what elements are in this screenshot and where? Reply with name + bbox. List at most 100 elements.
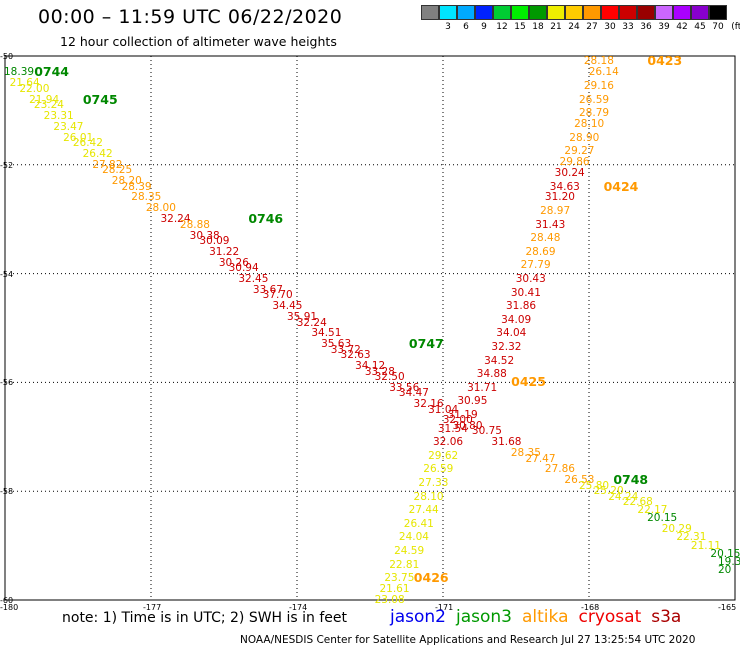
wave-height-label: 23.31 (43, 109, 74, 122)
wave-height-label: 28.88 (179, 218, 210, 231)
legend-swatch (601, 5, 619, 20)
wave-height-label: 27.47 (525, 452, 556, 465)
legend-swatch (709, 5, 727, 20)
wave-height-label: 27.33 (418, 477, 449, 490)
legend-label: 45 (694, 22, 706, 32)
legend-swatch (619, 5, 637, 20)
wave-height-label: 21.61 (379, 583, 410, 596)
wave-height-label: 28.10 (574, 118, 605, 130)
wave-height-label: 33.56 (389, 381, 420, 394)
legend-swatch (565, 5, 583, 20)
legend-label: 12 (496, 22, 508, 32)
wave-height-label: 28.35 (131, 191, 162, 204)
wave-height-label: 31.86 (506, 300, 537, 313)
wave-height-label: 34.47 (398, 387, 429, 400)
satellite-name-jason3: jason3 (456, 607, 512, 627)
wave-height-label: 22.17 (637, 504, 668, 517)
pass-time-label: 0745 (82, 91, 118, 107)
wave-height-label: 26.59 (579, 93, 610, 106)
lat-tick-label: -50 (0, 52, 14, 61)
wave-height-label: 34.12 (355, 360, 386, 373)
wave-height-label: 32.16 (413, 398, 444, 411)
wave-height-label: 29.86 (559, 156, 590, 169)
wave-height-label: 31.04 (428, 403, 459, 416)
map-plot: -50 -52 -54 -56 -58 -60 -180 -177 -174 -171 -168 -1… (0, 50, 740, 612)
wave-height-label: 28.69 (525, 245, 556, 258)
legend-swatch (439, 5, 457, 20)
legend-label: 70 (712, 22, 724, 32)
lon-tick-label: -177 (143, 603, 162, 612)
legend-label: 21 (550, 22, 562, 32)
wave-height-label: 30.26 (218, 256, 249, 269)
wave-height-label: 34.52 (484, 354, 515, 367)
wave-height-label: 28.20 (111, 175, 142, 188)
wave-height-label: 30.09 (199, 234, 230, 247)
footer-note: note: 1) Time is in UTC; 2) SWH is in fe… (62, 610, 348, 626)
legend-swatch (421, 5, 439, 20)
wave-height-label: 22.00 (19, 82, 50, 95)
map-frame (4, 55, 736, 601)
lon-tick-label: -180 (0, 603, 19, 612)
wave-height-label: 23.47 (53, 120, 84, 133)
wave-height-label: 21.64 (9, 77, 40, 90)
satellite-name-cryosat: cryosat (578, 607, 642, 627)
wave-height-label: 37.70 (262, 289, 293, 302)
wave-height-label: 30.38 (189, 229, 220, 242)
wave-height-label: 32.24 (160, 213, 191, 226)
wave-height-label: 26.42 (82, 147, 113, 160)
wave-height-label: 25.20 (593, 485, 624, 498)
wave-height-label: 32.63 (340, 349, 371, 362)
wave-height-label: 34.51 (311, 327, 342, 340)
wave-height-label: 28.10 (413, 490, 444, 503)
wave-height-label: 26.53 (564, 474, 595, 487)
satellite-name-jason2: jason2 (390, 607, 446, 627)
wave-height-label: 28.00 (145, 202, 176, 215)
legend-swatch (511, 5, 529, 20)
wave-height-label: 31.20 (544, 191, 575, 204)
wave-height-label: 26.41 (403, 517, 434, 530)
wave-height-label: 31.71 (467, 381, 498, 394)
wave-height-label: 25.80 (579, 479, 610, 492)
legend-swatch (583, 5, 601, 20)
wave-height-label: 23.24 (33, 98, 64, 111)
legend-swatch (457, 5, 475, 20)
wave-height-label: 23.08 (374, 594, 405, 606)
wave-height-label: 27.44 (408, 504, 439, 517)
legend-label: 6 (463, 22, 469, 32)
wave-height-label: 30.24 (554, 166, 585, 179)
wave-height-label: 22.68 (622, 496, 653, 509)
legend-swatch (475, 5, 493, 20)
wave-height-label: 28.35 (510, 447, 541, 460)
wave-height-label: 32.00 (442, 414, 473, 427)
wave-height-label: 26.59 (423, 463, 454, 476)
wave-height-label: 24.24 (608, 490, 639, 503)
wave-height-label: 29.16 (583, 79, 614, 92)
lat-tick-label: -58 (0, 487, 14, 497)
wave-height-label: 19.33 (718, 555, 740, 568)
legend-unit: (ft) (731, 22, 740, 32)
wave-height-label: 28.25 (102, 164, 133, 177)
wave-height-label: 31.54 (437, 422, 468, 435)
satellite-name-altika: altika (522, 607, 569, 627)
wave-height-label: 26.01 (63, 131, 94, 144)
wave-height-label: 33.67 (252, 283, 283, 296)
wave-height-label: 26.42 (72, 137, 103, 150)
legend-swatch (547, 5, 565, 20)
wave-height-label: 27.86 (544, 463, 575, 476)
wave-height-label: 34.63 (549, 180, 580, 193)
satellite-name-s3a: s3a (651, 607, 682, 627)
wave-height-label: 32.32 (491, 341, 522, 354)
page-subtitle: 12 hour collection of altimeter wave hei… (60, 34, 337, 49)
legend-label: 42 (676, 22, 688, 32)
wave-height-label: 32.50 (374, 370, 405, 383)
wave-height-label: 30.95 (457, 395, 488, 408)
wave-height-label: 28.97 (540, 205, 571, 218)
wave-height-label: 33.72 (330, 343, 361, 356)
wave-height-label: 27.82 (92, 158, 123, 171)
wave-height-label: 20.15 (647, 512, 678, 525)
legend-label: 39 (658, 22, 670, 32)
wave-height-label: 24.59 (394, 545, 425, 558)
legend-swatch (673, 5, 691, 20)
wave-height-label: 31.22 (209, 245, 240, 258)
legend-label: 3 (445, 22, 451, 32)
